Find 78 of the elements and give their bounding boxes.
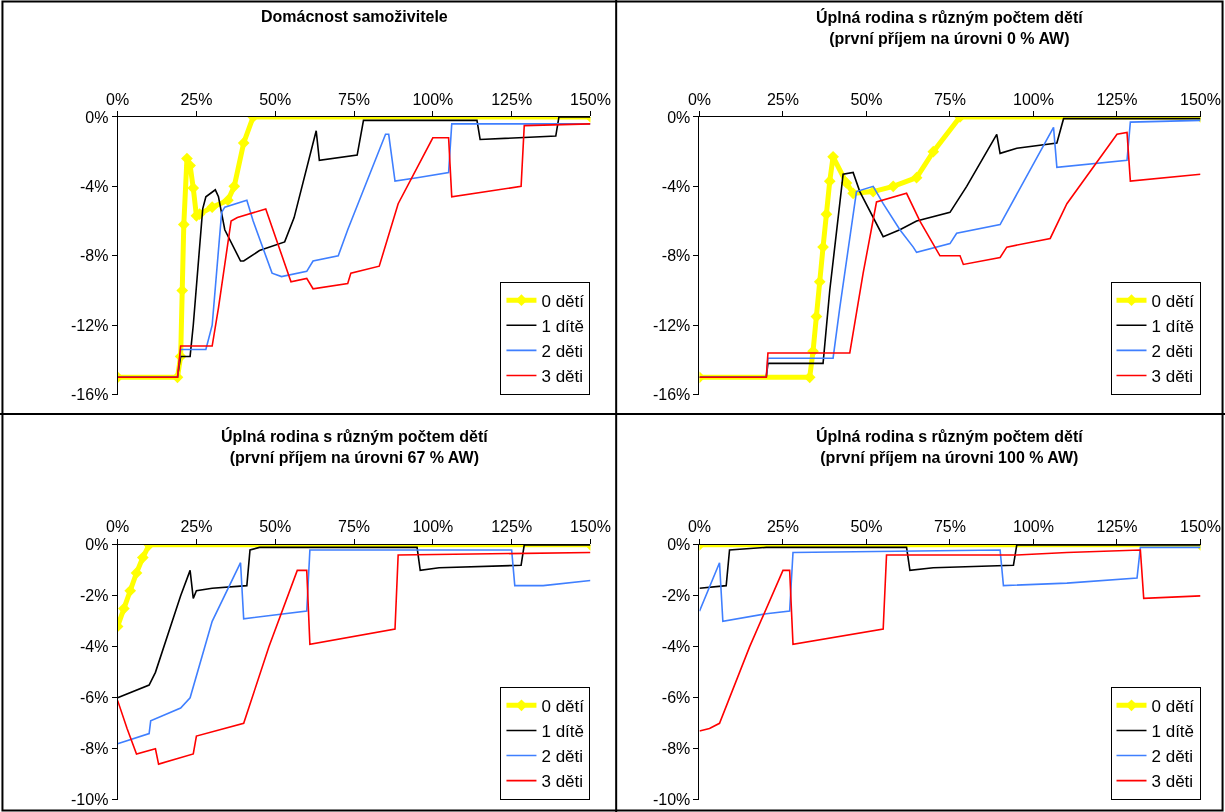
x-tick-label: 75% [338,518,371,536]
y-tick-label: 0% [85,536,109,554]
y-tick-label: -8% [79,247,109,265]
x-tick-label: 0% [687,518,712,536]
legend-label: 0 dětí [541,291,585,311]
x-tick-label: 125% [491,90,533,108]
point [222,194,234,207]
x-tick-label: 50% [850,518,883,536]
x-tick-label: 25% [766,90,799,108]
x-tick-label: 0% [106,518,130,536]
y-tick-label: 0% [667,536,691,554]
legend-label: 2 děti [541,342,584,362]
chart-title: Úplná rodina s různým počtem dětí (první příjem na úrovni 67 % AW) [221,427,489,466]
y-tick-label: -10% [71,791,109,809]
y-tick-label: -4% [79,177,109,195]
legend-label: 1 dítě [541,316,584,336]
y-tick-label: -2% [79,587,109,605]
x-tick-label: 25% [180,518,213,536]
y-tick-label: 0% [85,108,109,126]
y-tick-label: -16% [71,386,109,404]
x-tick-label: 100% [1013,90,1054,108]
x-tick-label: 150% [569,518,611,536]
y-tick-label: 0% [667,108,691,126]
y-tick-label: -8% [79,740,109,758]
y-tick-label: -12% [652,316,691,334]
x-tick-label: 0% [106,90,130,108]
x-tick-label: 150% [1180,518,1221,536]
y-tick-label: -4% [661,638,691,656]
legend-label: 0 dětí [541,697,585,716]
x-tick-label: 100% [412,518,454,536]
chart-title: Úplná rodina s různým počtem dětí (první příjem na úrovni 0 % AW) [816,8,1084,47]
point [887,180,900,193]
point [228,180,241,193]
legend-label: 1 dítě [1151,722,1195,742]
x-tick-label: 75% [338,90,371,108]
point [910,171,923,184]
x-tick-label: 50% [259,90,292,108]
x-tick-label: 150% [1180,90,1221,108]
y-tick-label: -12% [71,316,109,334]
x-tick-label: 75% [933,518,966,536]
point [206,201,219,214]
legend-label: 1 dítě [1151,316,1195,336]
x-tick-label: 125% [1096,90,1138,108]
legend-label: 3 děti [1151,367,1194,387]
legend-label: 3 děti [541,367,584,387]
y-tick-label: -16% [652,386,691,404]
point [840,177,853,189]
x-tick-label: 25% [766,518,799,536]
legend-label: 3 děti [541,772,584,792]
x-tick-label: 100% [412,90,454,108]
x-tick-label: 125% [1096,518,1138,536]
y-tick-label: -10% [652,791,691,809]
legend-label: 0 dětí [1151,291,1195,311]
y-tick-label: -2% [661,587,691,605]
chart-title: Úplná rodina s různým počtem dětí (první příjem na úrovni 100 % AW) [816,427,1084,466]
x-tick-label: 150% [569,90,611,108]
x-tick-label: 0% [687,90,712,108]
x-tick-label: 50% [850,90,883,108]
x-tick-label: 75% [933,90,966,108]
legend-label: 0 dětí [1151,697,1195,716]
y-tick-label: -6% [79,689,109,707]
legend-label: 2 děti [1151,342,1194,362]
y-tick-label: -4% [79,638,109,656]
chart-title: Domácnost samoživitele [261,8,448,25]
y-tick-label: -8% [661,740,691,758]
legend-label: 1 dítě [541,722,584,742]
x-tick-label: 50% [259,518,292,536]
y-tick-label: -8% [661,247,691,265]
legend-label: 3 děti [1151,772,1194,792]
y-tick-label: -4% [661,177,691,195]
point [237,137,250,149]
x-tick-label: 125% [491,518,533,536]
x-tick-label: 25% [180,90,213,108]
legend-label: 2 děti [1151,747,1194,767]
y-tick-label: -6% [661,689,691,707]
point [927,145,940,158]
legend-label: 2 děti [541,747,584,767]
x-tick-label: 100% [1013,518,1054,536]
